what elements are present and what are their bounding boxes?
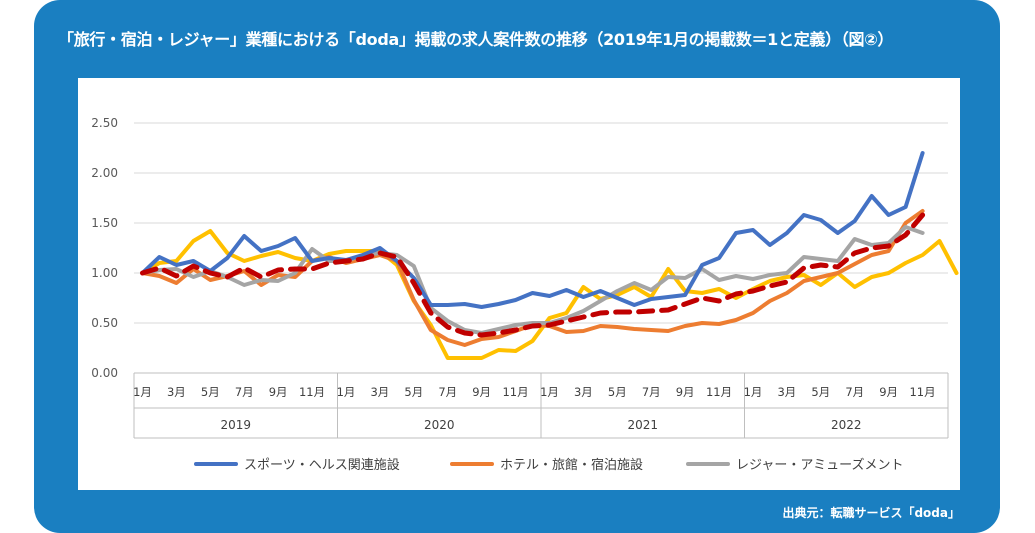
x-tick-label: 7月 [845,385,864,399]
x-tick-label: 1月 [744,385,763,399]
x-tick-label: 11月 [502,385,528,399]
year-label: 2019 [220,418,251,432]
x-tick-label: 5月 [811,385,830,399]
line-chart: 0.00 0.50 1.00 1.50 2.00 2.50 1月 3月 5月 7月 9月 11月 20… [91,116,959,473]
year-label: 2022 [831,418,862,432]
series-line-overall [140,212,926,338]
year-label: 2021 [627,418,658,432]
x-tick-label: 7月 [438,385,457,399]
legend-label-leisure: レジャー・アミューズメント [736,457,903,473]
x-tick-label: 7月 [235,385,254,399]
chart-title: 「旅行・宿泊・レジャー」業種における「doda」掲載の求人案件数の推移（2019… [58,30,894,49]
legend-label-hotel: ホテル・旅館・宿泊施設 [500,457,643,473]
y-tick-label: 2.50 [91,116,118,130]
x-tick-label: 5月 [608,385,627,399]
x-tick-label: 11月 [909,385,935,399]
series-line-sports [140,151,925,309]
x-tick-label: 9月 [269,385,288,399]
x-tick-label: 9月 [676,385,695,399]
year-label: 2020 [424,418,455,432]
x-axis: 1月 3月 5月 7月 9月 11月 2019 1月 3月 5月 7月 9月 11月 2020 1月 3月 5月… [133,372,949,439]
series-lines [140,151,959,360]
series-line-travel [140,229,959,360]
x-tick-label: 3月 [777,385,796,399]
source-note: 出典元：転職サービス「doda」 [782,506,960,520]
x-tick-label: 3月 [167,385,186,399]
x-tick-label: 11月 [299,385,325,399]
x-tick-label: 1月 [337,385,356,399]
x-tick-label: 11月 [706,385,732,399]
legend-label-sports: スポーツ・ヘルス関連施設 [244,457,400,473]
y-tick-label: 1.00 [91,266,118,280]
x-tick-label: 3月 [574,385,593,399]
chart-frame: 「旅行・宿泊・レジャー」業種における「doda」掲載の求人案件数の推移（2019… [34,0,1000,533]
y-tick-label: 0.50 [91,316,118,330]
x-tick-label: 5月 [404,385,423,399]
x-tick-label: 1月 [133,385,152,399]
x-tick-label: 9月 [879,385,898,399]
x-tick-label: 3月 [370,385,389,399]
chart-panel: 0.00 0.50 1.00 1.50 2.00 2.50 1月 3月 5月 7月 9月 11月 20… [78,78,960,490]
y-tick-label: 0.00 [91,366,118,380]
x-tick-label: 7月 [642,385,661,399]
y-tick-label: 1.50 [91,216,118,230]
x-tick-label: 1月 [540,385,559,399]
x-tick-label: 9月 [472,385,491,399]
y-axis: 0.00 0.50 1.00 1.50 2.00 2.50 [91,116,118,380]
legend: スポーツ・ヘルス関連施設 ホテル・旅館・宿泊施設 レジャー・アミューズメント [194,457,903,473]
x-tick-label: 5月 [201,385,220,399]
y-tick-label: 2.00 [91,166,118,180]
series-line-leisure [140,225,925,335]
